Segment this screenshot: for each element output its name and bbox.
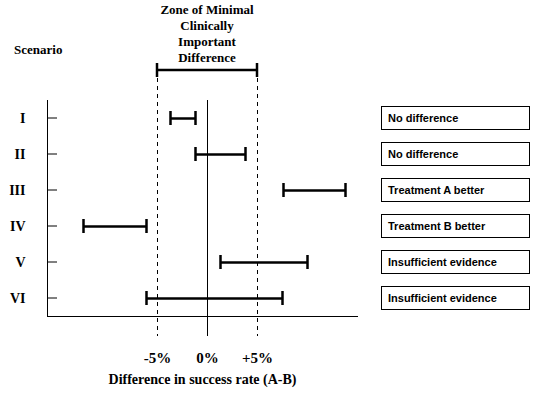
html-text:Insufficient evidence: Insufficient evidence — [388, 292, 497, 304]
svg-text:I: I — [20, 111, 25, 126]
html-text:Zone of Minimal Clinically Imp: Zone of Minimal Clinically Important Dif… — [160, 2, 254, 65]
html-text:Treatment B better: Treatment B better — [388, 220, 486, 232]
html-text:Treatment A better: Treatment A better — [388, 184, 485, 196]
html-text:Insufficient evidence: Insufficient evidence — [388, 256, 497, 268]
html-text:No difference: No difference — [388, 148, 459, 160]
html-text:No difference: No difference — [388, 112, 459, 124]
svg-text:VI: VI — [10, 291, 26, 306]
svg-text:0%: 0% — [196, 350, 219, 366]
svg-text:V: V — [15, 255, 25, 270]
svg-text:+5%: +5% — [242, 350, 273, 366]
svg-text:II: II — [15, 147, 26, 162]
svg-text:Difference in success rate (A-: Difference in success rate (A-B) — [109, 372, 297, 388]
svg-text:III: III — [9, 183, 25, 198]
html-text:Scenario: Scenario — [14, 42, 63, 57]
svg-text:IV: IV — [10, 219, 26, 234]
svg-text:-5%: -5% — [144, 350, 172, 366]
